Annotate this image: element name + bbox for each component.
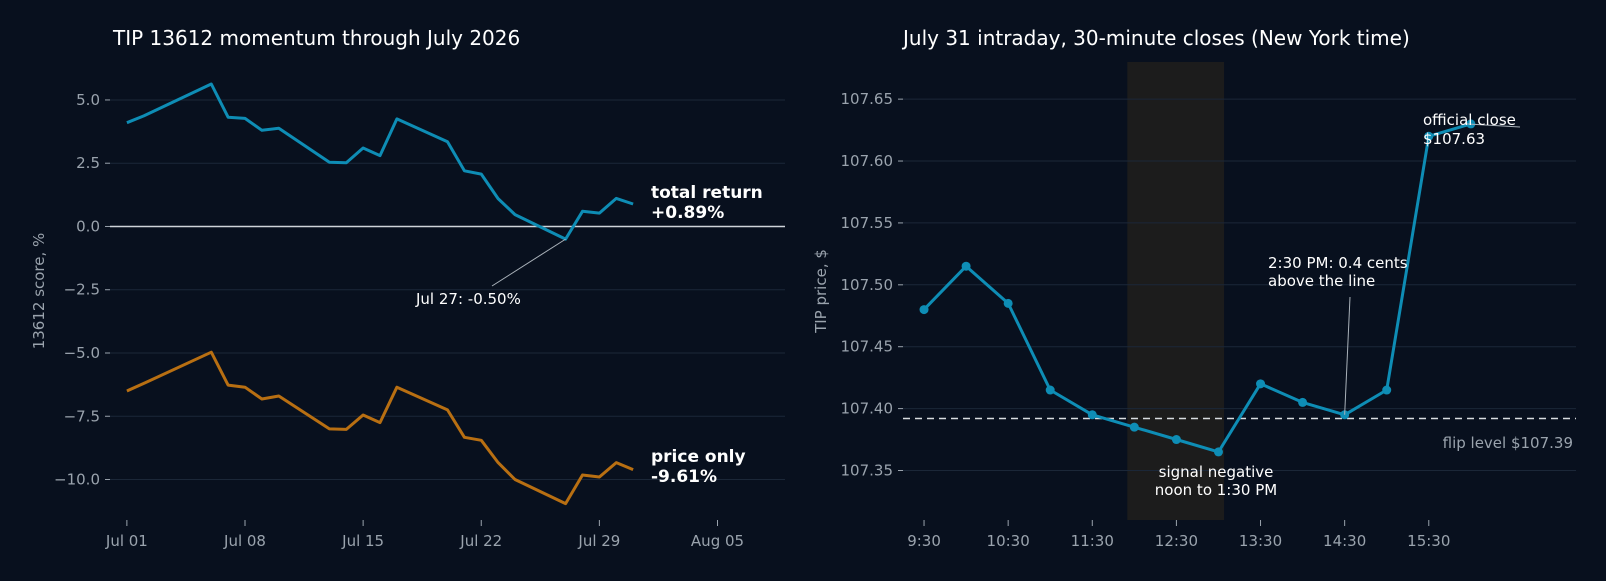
right-x-tick-label: 13:30	[1239, 532, 1282, 550]
shade-label-line1: signal negative	[1159, 463, 1274, 481]
intraday-point	[1256, 379, 1266, 389]
intraday-point	[1382, 385, 1392, 395]
left-x-tick-label: Jul 08	[223, 532, 266, 550]
right-y-tick-label: 107.55	[841, 214, 894, 232]
annotation-230pm-line1: 2:30 PM: 0.4 cents	[1268, 254, 1408, 272]
left-x-tick-label: Jul 01	[105, 532, 148, 550]
end-label-price-only-value: -9.61%	[651, 467, 717, 487]
intraday-point	[961, 261, 971, 271]
right-x-tick-label: 10:30	[987, 532, 1030, 550]
right-y-axis-label: TIP price, $	[812, 249, 830, 334]
left-x-tick-label: Jul 15	[341, 532, 384, 550]
series-line-price-only	[126, 350, 634, 506]
series-line-intraday	[922, 122, 1472, 454]
right-x-tick-label: 9:30	[907, 532, 941, 550]
intraday-point	[1213, 447, 1223, 457]
intraday-point	[1045, 385, 1055, 395]
left-y-tick-label: 5.0	[76, 91, 100, 109]
annotation-leader-230pm	[1344, 296, 1351, 415]
right-y-tick-label: 107.45	[841, 338, 894, 356]
left-y-tick-label: 2.5	[76, 154, 100, 172]
left-y-tick-label: −7.5	[64, 407, 100, 425]
right-y-ticks: 107.65 107.60 107.55 107.50 107.45 107.40 107.…	[841, 90, 903, 479]
intraday-point	[1003, 298, 1013, 308]
momentum-panel: TIP 13612 momentum through July 2026 136…	[30, 26, 785, 550]
left-x-tick-label: Jul 22	[459, 532, 502, 550]
left-y-axis-label: 13612 score, %	[30, 233, 48, 350]
intraday-point	[1298, 397, 1308, 407]
end-label-price-only-name: price only	[651, 447, 746, 467]
right-y-tick-label: 107.50	[841, 276, 894, 294]
annotation-leader-jul27	[491, 238, 566, 287]
annotation-leader-close	[1465, 123, 1521, 128]
end-label-total-return-value: +0.89%	[651, 203, 724, 223]
intraday-point	[1087, 410, 1097, 420]
shade-label-line2: noon to 1:30 PM	[1155, 481, 1277, 499]
right-x-ticks: 9:30 10:30 11:30 12:30 13:30 14:30 15:30	[907, 520, 1450, 550]
left-y-ticks: 5.0 2.5 0.0 −2.5 −5.0 −7.5 −10.0	[54, 91, 110, 489]
right-y-tick-label: 107.40	[841, 400, 894, 418]
annotation-close-line2: $107.63	[1423, 130, 1485, 148]
annotation-230pm-line2: above the line	[1268, 272, 1375, 290]
series-line-total-return	[126, 82, 634, 241]
left-x-tick-label: Jul 29	[577, 532, 620, 550]
right-x-tick-label: 14:30	[1323, 532, 1366, 550]
right-chart-title: July 31 intraday, 30-minute closes (New …	[901, 26, 1410, 50]
right-x-tick-label: 15:30	[1407, 532, 1450, 550]
left-x-tick-label: Aug 05	[691, 532, 744, 550]
right-y-tick-label: 107.60	[841, 152, 894, 170]
annotation-close-line1: official close	[1423, 111, 1516, 129]
intraday-point	[1424, 131, 1434, 141]
flip-level-label: flip level $107.39	[1443, 434, 1573, 452]
left-y-tick-label: 0.0	[76, 217, 100, 235]
right-gridlines	[903, 98, 1576, 471]
left-y-tick-label: −10.0	[54, 471, 100, 489]
intraday-panel: July 31 intraday, 30-minute closes (New …	[812, 26, 1576, 550]
right-x-tick-label: 11:30	[1071, 532, 1114, 550]
left-y-tick-label: −2.5	[64, 281, 100, 299]
right-y-tick-label: 107.65	[841, 90, 894, 108]
left-y-tick-label: −5.0	[64, 344, 100, 362]
end-label-total-return-name: total return	[651, 183, 763, 203]
left-x-ticks: Jul 01 Jul 08 Jul 15 Jul 22 Jul 29 Aug 05	[105, 520, 744, 550]
intraday-point	[1129, 422, 1139, 432]
right-y-tick-label: 107.35	[841, 461, 894, 479]
intraday-point	[919, 305, 929, 315]
left-chart-title: TIP 13612 momentum through July 2026	[112, 26, 520, 50]
right-x-tick-label: 12:30	[1155, 532, 1198, 550]
signal-negative-shade	[1127, 62, 1225, 520]
left-gridlines	[110, 99, 785, 481]
annotation-jul27: Jul 27: -0.50%	[415, 290, 521, 308]
intraday-point	[1171, 435, 1181, 445]
intraday-points	[919, 119, 1476, 457]
